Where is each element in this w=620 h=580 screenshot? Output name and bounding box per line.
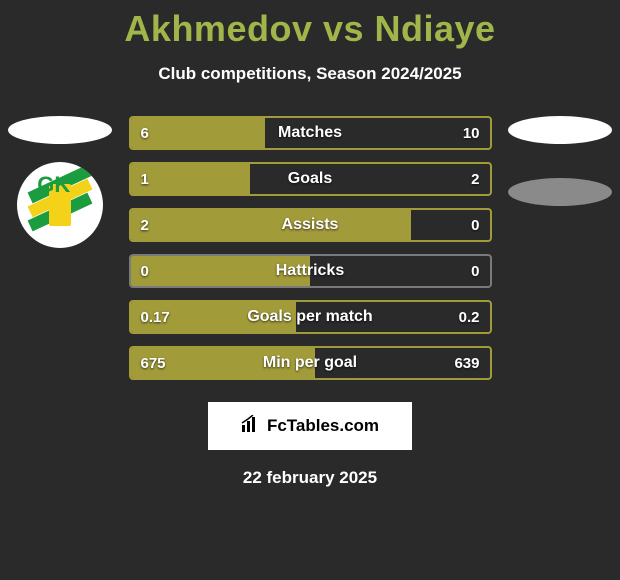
right-player-col (506, 116, 615, 206)
stat-label: Hattricks (131, 262, 490, 280)
logo-graphic: GK (27, 172, 93, 238)
stat-bar: 6Matches10 (129, 116, 492, 150)
stat-bar: 0.17Goals per match0.2 (129, 300, 492, 334)
left-player-oval (8, 116, 112, 144)
left-player-col: GK (6, 116, 115, 248)
stat-right-value: 10 (463, 125, 480, 142)
stat-bar: 0Hattricks0 (129, 254, 492, 288)
stat-right-value: 0 (471, 217, 479, 234)
page-subtitle: Club competitions, Season 2024/2025 (0, 64, 620, 84)
chart-icon (241, 415, 261, 438)
date-text: 22 february 2025 (0, 468, 620, 488)
right-player-oval-1 (508, 116, 612, 144)
stat-label: Assists (131, 216, 490, 234)
watermark-text: FcTables.com (267, 416, 379, 436)
infographic-root: Akhmedov vs Ndiaye Club competitions, Se… (0, 0, 620, 488)
stat-label: Goals (131, 170, 490, 188)
stat-right-value: 639 (454, 355, 479, 372)
stat-label: Matches (131, 124, 490, 142)
right-player-oval-2 (508, 178, 612, 206)
stats-column: 6Matches101Goals22Assists00Hattricks00.1… (129, 116, 492, 380)
page-title: Akhmedov vs Ndiaye (0, 8, 620, 50)
stat-label: Min per goal (131, 354, 490, 372)
main-row: GK 6Matches101Goals22Assists00Hattricks0… (0, 116, 620, 380)
left-club-logo: GK (17, 162, 103, 248)
stat-right-value: 0 (471, 263, 479, 280)
stat-right-value: 2 (471, 171, 479, 188)
stat-label: Goals per match (131, 308, 490, 326)
stat-right-value: 0.2 (459, 309, 480, 326)
stat-bar: 1Goals2 (129, 162, 492, 196)
stat-bar: 2Assists0 (129, 208, 492, 242)
stat-bar: 675Min per goal639 (129, 346, 492, 380)
watermark-badge: FcTables.com (208, 402, 412, 450)
